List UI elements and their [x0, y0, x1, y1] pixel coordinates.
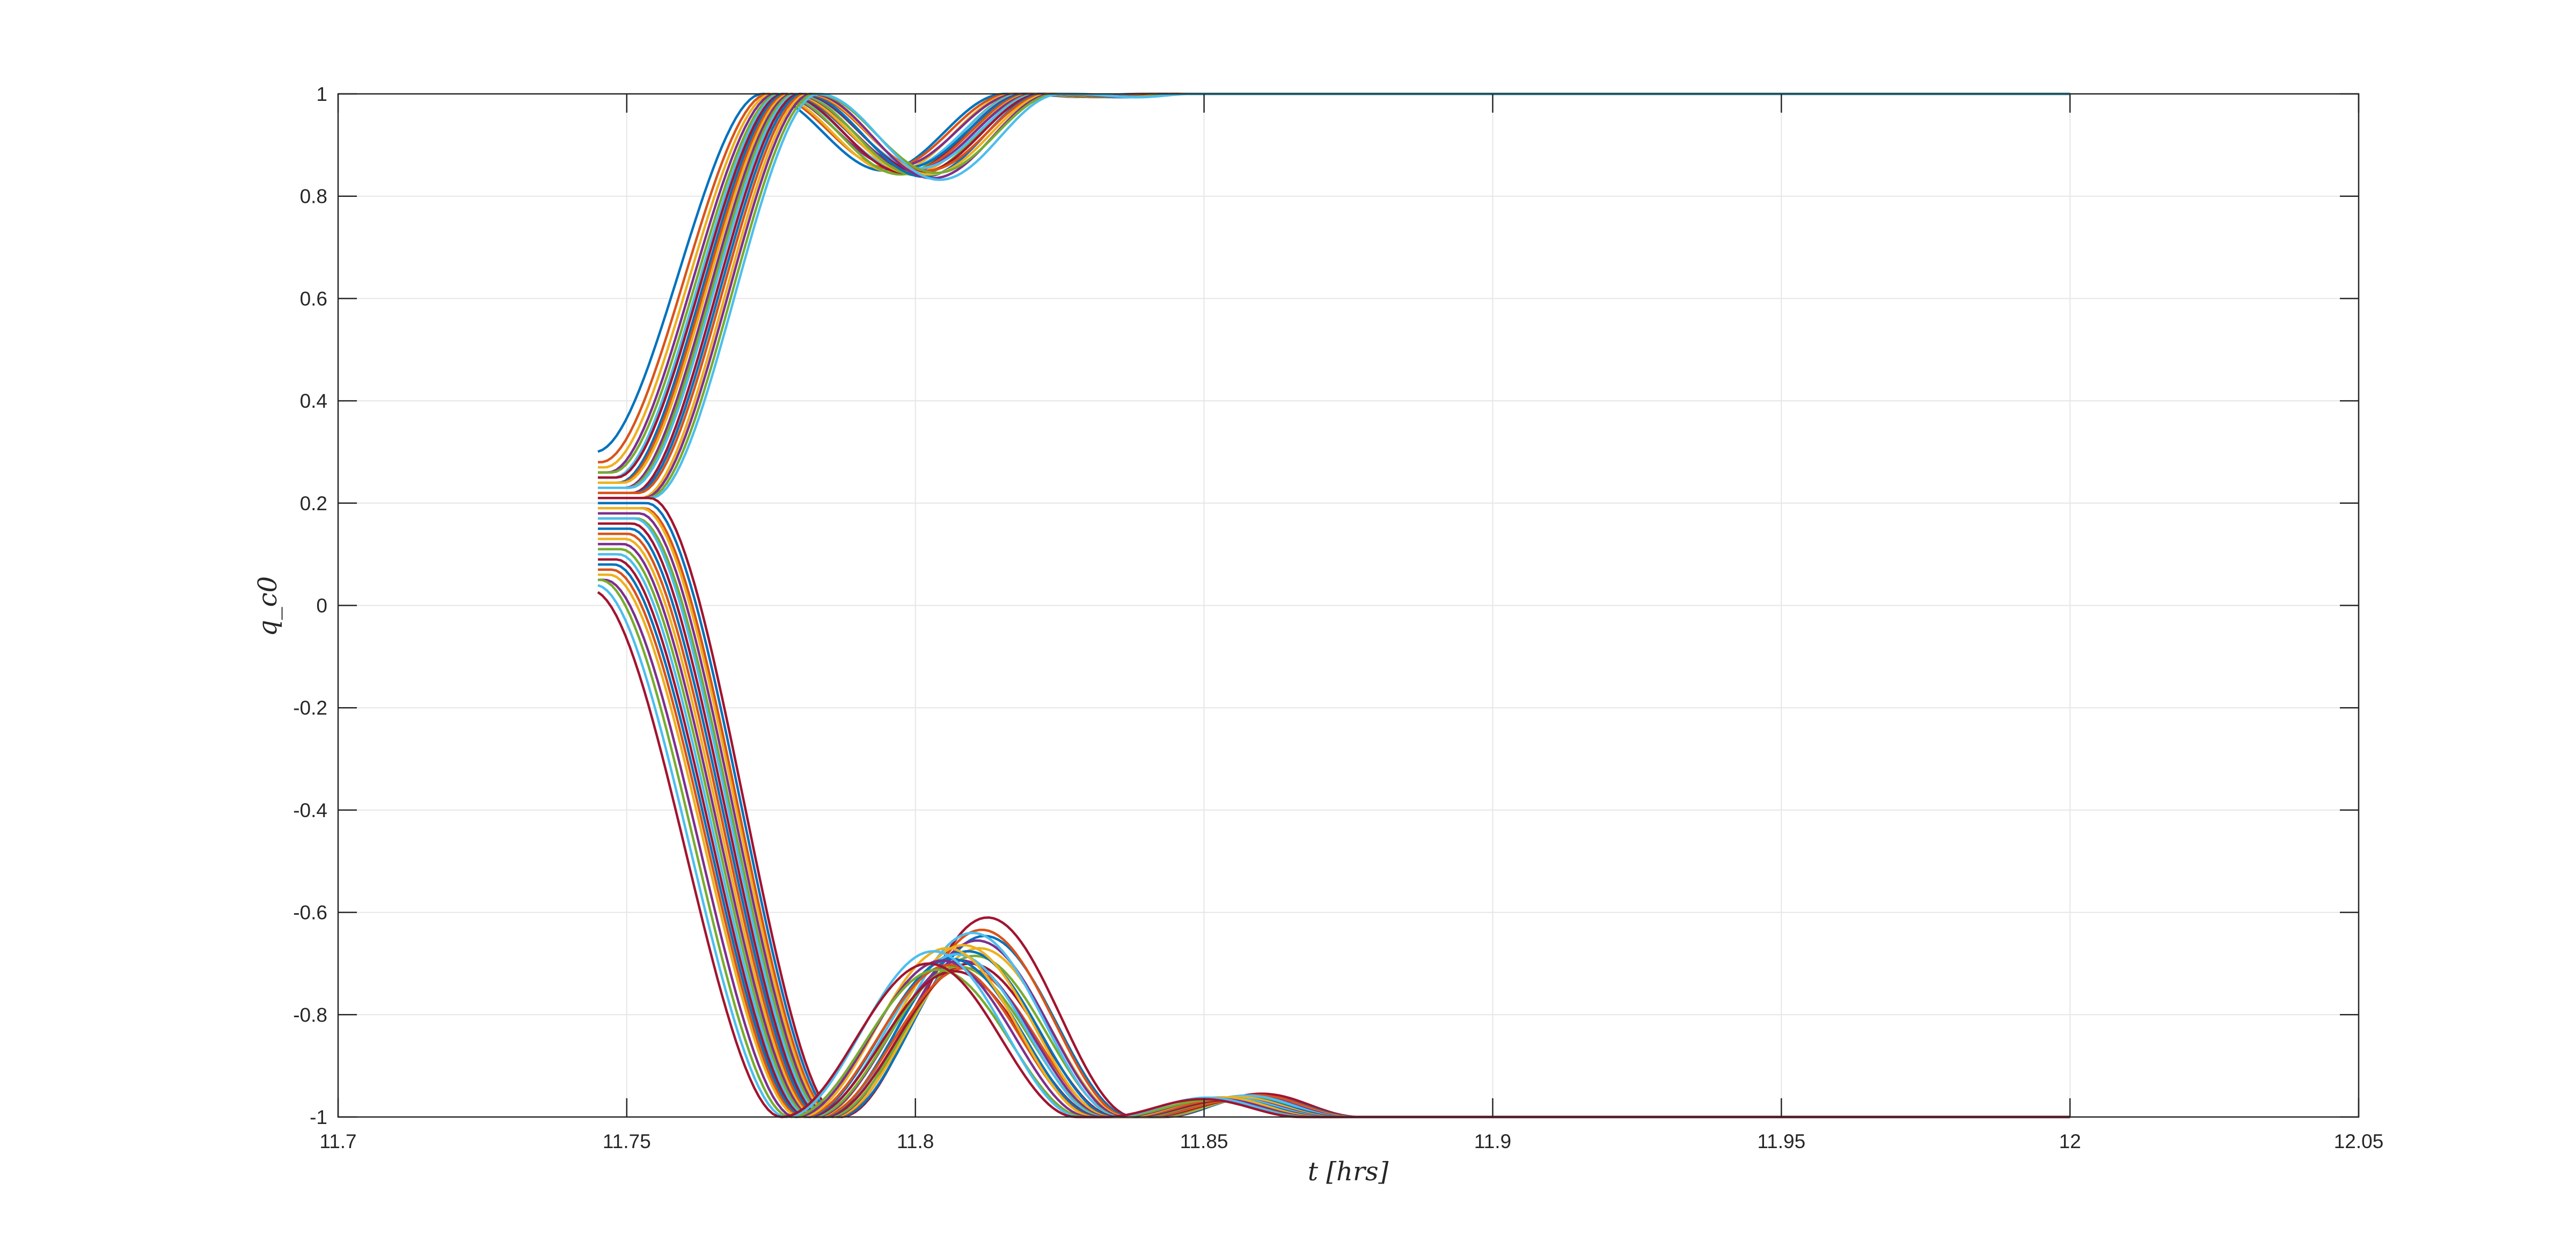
y-tick-label: 0.4	[300, 390, 327, 412]
y-tick-label: 0	[316, 595, 327, 617]
y-tick-label: 0.8	[300, 186, 327, 208]
x-tick-label: 11.85	[1180, 1130, 1228, 1152]
x-tick-label: 11.95	[1757, 1130, 1805, 1152]
y-axis-label: q_c0	[253, 576, 283, 636]
y-tick-label: 0.6	[300, 288, 327, 310]
y-tick-label: -0.8	[293, 1004, 327, 1026]
x-axis-label: t [hrs]	[1308, 1157, 1389, 1187]
x-tick-label: 12	[2059, 1130, 2081, 1152]
x-tick-label: 11.7	[319, 1130, 356, 1152]
y-tick-label: 0.2	[300, 493, 327, 515]
x-tick-label: 11.75	[603, 1130, 651, 1152]
y-tick-label: 1	[316, 83, 327, 105]
x-tick-labels: 11.7 11.75 11.8 11.85 11.9 11.95 12 12.05	[319, 1130, 2383, 1152]
x-tick-label: 11.8	[897, 1130, 934, 1152]
x-tick-label: 12.05	[2334, 1130, 2384, 1152]
y-tick-label: -0.4	[293, 799, 327, 821]
x-tick-label: 11.9	[1474, 1130, 1511, 1152]
y-tick-label: -0.2	[293, 697, 327, 719]
y-tick-labels: -1 -0.8 -0.6 -0.4 -0.2 0 0.2 0.4 0.6 0.8 1	[293, 83, 327, 1128]
tick-marks	[337, 93, 2360, 1118]
y-tick-label: -0.6	[293, 902, 327, 924]
y-tick-label: -1	[310, 1106, 327, 1128]
